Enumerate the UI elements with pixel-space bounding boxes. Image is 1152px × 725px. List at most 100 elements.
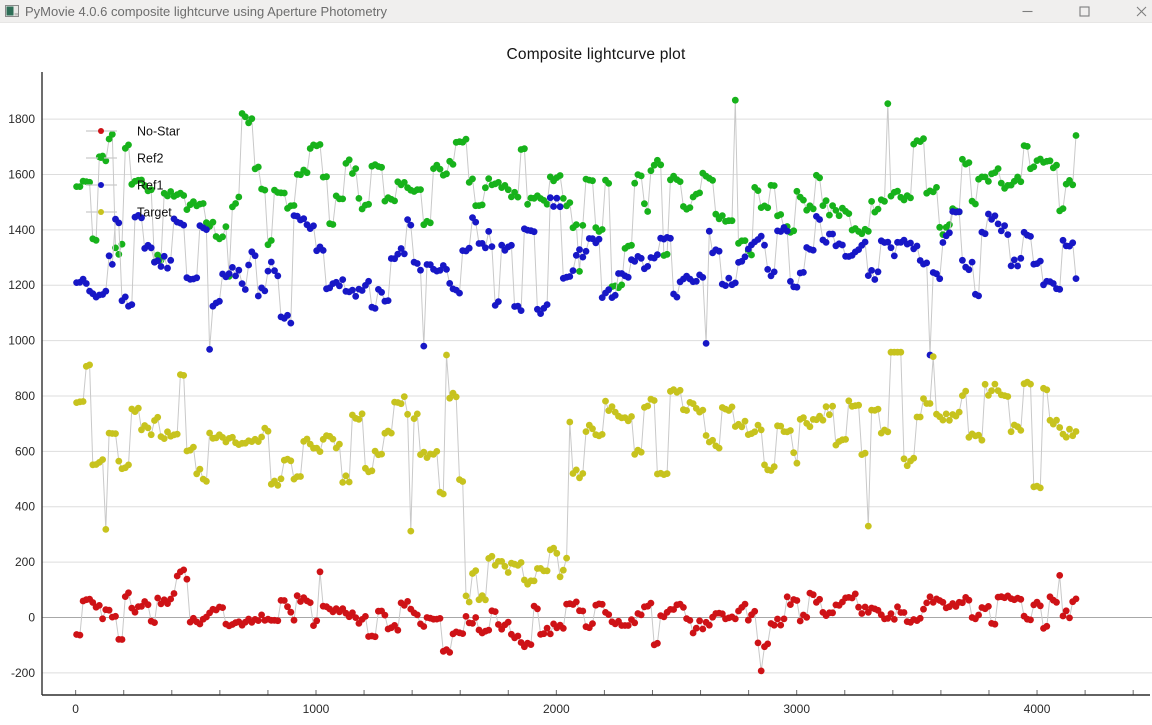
legend-marker	[98, 155, 104, 161]
data-point	[407, 527, 415, 535]
close-button[interactable]	[1119, 0, 1152, 23]
data-point	[553, 549, 561, 557]
data-point	[203, 477, 210, 485]
data-point	[238, 280, 246, 287]
data-point	[835, 212, 843, 220]
data-point	[673, 293, 681, 301]
data-point	[598, 431, 606, 438]
data-point	[167, 256, 175, 264]
data-point	[147, 186, 155, 194]
data-point	[1017, 427, 1025, 434]
data-point	[556, 172, 564, 179]
data-point	[563, 554, 570, 562]
data-point	[339, 479, 347, 486]
data-point	[362, 613, 369, 620]
data-point	[459, 630, 467, 637]
y-tick-label: 1000	[8, 334, 35, 348]
data-point	[907, 239, 914, 247]
data-point	[861, 449, 869, 457]
data-point	[1053, 598, 1060, 606]
data-point	[800, 269, 807, 276]
data-point	[1069, 239, 1077, 247]
data-point	[602, 397, 609, 405]
data-point	[1053, 161, 1060, 169]
data-point	[543, 567, 551, 575]
data-point	[946, 221, 953, 229]
data-point	[670, 606, 677, 613]
data-point	[229, 264, 236, 271]
data-point	[1017, 254, 1025, 262]
data-point	[495, 179, 502, 186]
data-point	[559, 195, 567, 202]
data-point	[894, 187, 901, 195]
data-point	[806, 423, 814, 431]
data-point	[180, 566, 188, 574]
data-point	[514, 193, 522, 201]
data-point	[284, 603, 291, 611]
data-point	[1072, 132, 1080, 139]
data-point	[829, 609, 836, 617]
data-point	[550, 544, 557, 552]
data-point	[1069, 181, 1077, 189]
data-point	[316, 568, 324, 576]
data-point	[598, 226, 606, 233]
data-point	[1004, 393, 1012, 400]
minimize-button[interactable]	[1005, 0, 1049, 23]
data-point	[864, 272, 872, 279]
data-point	[203, 226, 210, 234]
legend-label: Target	[137, 206, 172, 220]
data-point	[1027, 380, 1034, 388]
data-point	[988, 387, 995, 395]
window-title: PyMovie 4.0.6 composite lightcurve using…	[25, 3, 388, 19]
data-point	[699, 274, 707, 281]
series-no-star	[73, 566, 1080, 675]
data-point	[777, 422, 785, 430]
data-point	[498, 558, 506, 565]
data-point	[676, 386, 684, 394]
data-point	[297, 473, 304, 480]
data-point	[394, 250, 402, 258]
data-point	[112, 430, 119, 437]
data-point	[86, 178, 93, 186]
data-point	[722, 282, 729, 289]
data-point	[400, 250, 408, 258]
data-point	[637, 172, 645, 180]
data-point	[770, 268, 778, 276]
data-point	[413, 410, 421, 418]
data-point	[556, 573, 564, 581]
data-point	[1056, 572, 1064, 579]
data-point	[1049, 280, 1057, 287]
data-point	[485, 626, 493, 634]
data-point	[589, 177, 596, 185]
data-point	[738, 423, 746, 431]
data-point	[783, 593, 791, 601]
data-point	[284, 311, 291, 319]
data-point	[809, 591, 817, 599]
data-point	[433, 448, 441, 455]
window-titlebar[interactable]: PyMovie 4.0.6 composite lightcurve using…	[0, 0, 1152, 23]
data-point	[959, 599, 966, 607]
data-point	[420, 342, 428, 350]
data-point	[488, 243, 496, 251]
data-point	[754, 639, 762, 647]
data-point	[936, 275, 944, 283]
data-point	[946, 416, 953, 424]
data-point	[371, 305, 379, 312]
maximize-button[interactable]	[1062, 0, 1106, 23]
data-point	[829, 202, 836, 210]
data-point	[543, 301, 551, 308]
data-point	[566, 273, 574, 280]
data-point	[790, 227, 798, 235]
data-point	[975, 292, 982, 300]
data-point	[939, 598, 947, 606]
data-point	[462, 135, 470, 143]
data-point	[504, 618, 512, 626]
data-point	[274, 272, 282, 280]
y-tick-label: 600	[15, 444, 35, 458]
data-point	[991, 620, 999, 628]
data-point	[446, 280, 454, 287]
data-point	[861, 603, 869, 611]
data-point	[741, 600, 749, 608]
